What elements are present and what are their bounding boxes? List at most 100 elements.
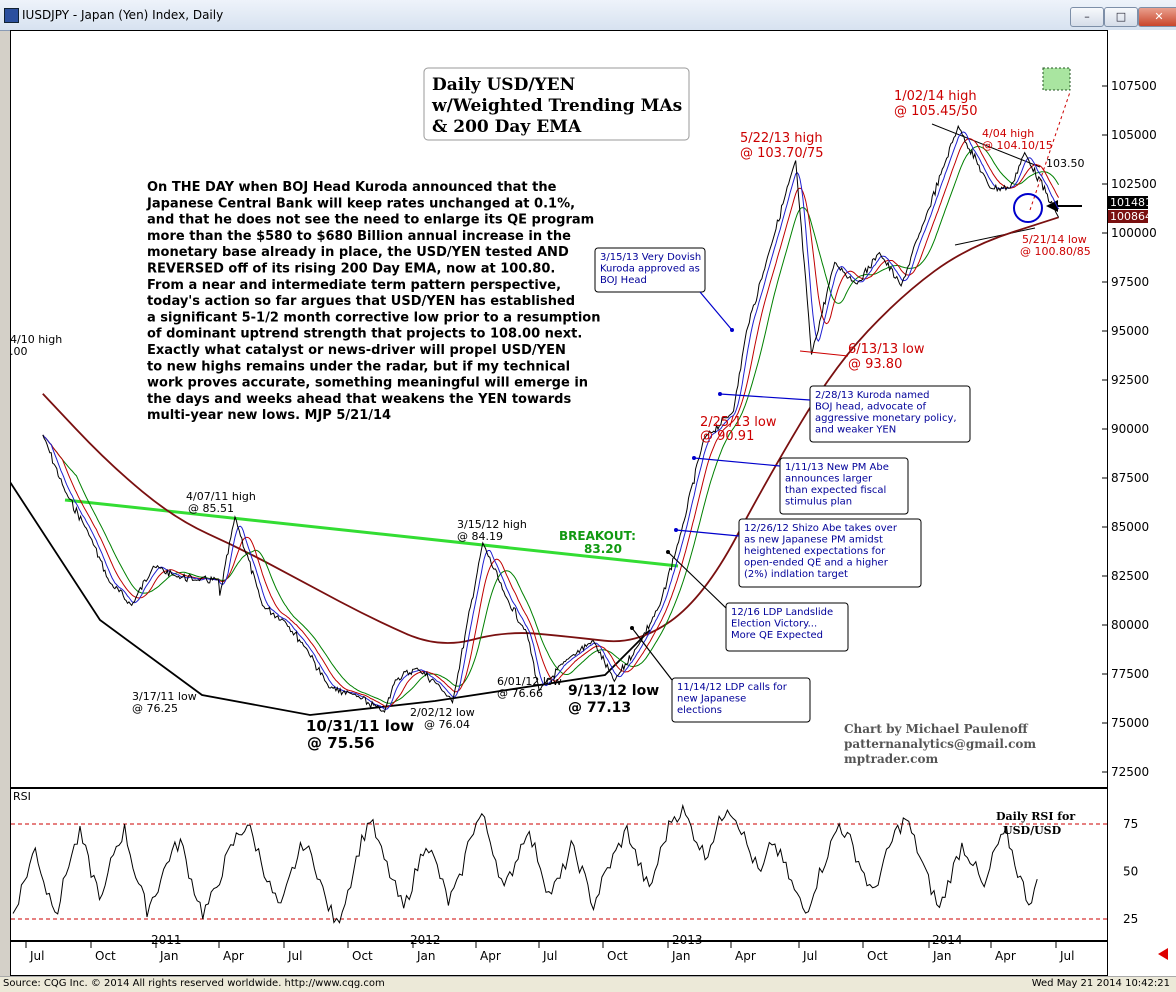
annot-left-high-value: .00	[10, 345, 28, 358]
status-datetime: Wed May 21 2014 10:42:21	[1031, 978, 1170, 989]
callout-line: stimulus plan	[785, 497, 852, 508]
title-line-1: Daily USD/YEN	[432, 75, 575, 95]
y-tick-label: 75000	[1111, 716, 1149, 730]
callout-box	[779, 457, 909, 515]
title-line-2: w/Weighted Trending MAs	[431, 96, 682, 116]
x-year-label: 2011	[151, 933, 182, 947]
rsi-panel-frame	[10, 788, 1108, 941]
x-month-label: Jul	[542, 949, 557, 963]
callout-line: BOJ head, advocate of	[815, 402, 927, 413]
callout-line: elections	[677, 705, 722, 716]
annot-feb13-low-value: @ 90.91	[700, 429, 754, 444]
price-tag-last	[1108, 196, 1148, 209]
price-line	[42, 124, 1060, 713]
annot-may14-low: 5/21/14 low	[1022, 233, 1087, 246]
annot-apr11-high: 4/07/11 high	[186, 490, 256, 503]
annot-mar12-high: 3/15/12 high	[457, 518, 527, 531]
close-button[interactable]: ✕	[1138, 7, 1176, 27]
annot-oct11-low-value: @ 75.56	[307, 734, 375, 752]
wedge-lower-line	[954, 227, 1036, 246]
callout-line: than expected fiscal	[785, 485, 886, 496]
x-month-label: Apr	[735, 949, 756, 963]
x-month-label: Jan	[159, 949, 179, 963]
annot-breakout: BREAKOUT:	[559, 529, 636, 543]
annot-mar11-low-value: @ 76.25	[132, 702, 178, 715]
callout-line: More QE Expected	[731, 630, 823, 641]
time-x-axis: Jul Oct Jan Apr Jul Oct Jan Apr Jul Oct Jan Apr Jul O…	[25, 933, 1074, 963]
annot-jan14-high-value: @ 105.45/50	[894, 104, 978, 119]
y-tick-label: 105000	[1111, 128, 1157, 142]
rsi-title-line-1: Daily RSI for	[996, 810, 1075, 823]
callout-box	[738, 518, 922, 588]
commentary-line: On THE DAY when BOJ Head Kuroda announce…	[147, 180, 557, 195]
y-tick-label: 95000	[1111, 324, 1149, 338]
commentary-line: monetary base already in place, the USD/…	[147, 245, 569, 260]
annot-left-high: 4/10 high	[10, 333, 62, 346]
commentary-line: Japanese Central Bank will keep rates un…	[146, 196, 575, 211]
callout-line: new Japanese	[677, 694, 746, 705]
commentary-line: multi-year new lows. MJP 5/21/14	[147, 408, 391, 423]
callout-line: (2%) indlation target	[744, 569, 848, 580]
callout-line: Kuroda approved as	[600, 264, 700, 275]
callout-pointer	[675, 529, 740, 537]
callout-pointer-tip	[630, 626, 634, 630]
commentary-line: the days and weeks ahead that weakens th…	[147, 392, 571, 407]
commentary-text: On THE DAY when BOJ Head Kuroda announce…	[146, 180, 600, 423]
minimize-button[interactable]: –	[1070, 7, 1104, 27]
x-month-label: Oct	[95, 949, 116, 963]
annot-feb13-low: 2/25/13 low	[700, 415, 777, 430]
callout-line: heightened expectations for	[744, 546, 886, 557]
commentary-line: and that he does not see the need to enl…	[147, 213, 594, 228]
time-axis-frame	[10, 941, 1108, 976]
callout-box	[725, 602, 849, 652]
annot-feb12-low-value: @ 76.04	[424, 718, 470, 731]
callout-line: 12/16 LDP Landslide	[731, 607, 833, 618]
x-month-label: Apr	[480, 949, 501, 963]
x-month-label: Oct	[607, 949, 628, 963]
callout-line: BOJ Head	[600, 275, 647, 286]
y-tick-label: 102500	[1111, 177, 1157, 191]
callout-pointer	[631, 627, 673, 681]
maximize-button[interactable]: □	[1104, 7, 1138, 27]
callout-line: 2/28/13 Kuroda named	[815, 390, 930, 401]
title-line-3: & 200 Day EMA	[432, 117, 582, 137]
commentary-line: work proves accurate, something meaningf…	[147, 376, 588, 391]
callout-box	[671, 677, 811, 723]
scroll-right-arrow[interactable]	[1158, 948, 1168, 960]
target-box	[1042, 67, 1071, 91]
annot-mar12-high-value: @ 84.19	[457, 530, 503, 543]
price-panel-frame	[10, 30, 1108, 788]
callout-line: aggressive monetary policy,	[815, 413, 957, 424]
x-month-label: Oct	[352, 949, 373, 963]
annot-sep12-low-value: @ 77.13	[568, 700, 631, 716]
callout-pointer	[699, 291, 733, 331]
y-tick-label: 97500	[1111, 275, 1149, 289]
y-tick-label: 85000	[1111, 520, 1149, 534]
annot-jun12-low: 6/01/12 low	[497, 675, 562, 688]
y-tick-label: 107500	[1111, 79, 1157, 93]
callout-line: 12/26/12 Shizo Abe takes over	[744, 523, 898, 534]
x-month-label: Jul	[1059, 949, 1074, 963]
annot-jun13-low: 6/13/13 low	[848, 342, 925, 357]
x-month-label: Jan	[932, 949, 952, 963]
annot-103-50: 103.50	[1046, 157, 1085, 170]
price-chart: 107500 105000 102500 100000 97500 95000 92500 9…	[9, 30, 1176, 976]
y-tick-label: 87500	[1111, 471, 1149, 485]
callout-line: 1/11/13 New PM Abe	[785, 462, 889, 473]
annot-apr11-high-value: @ 85.51	[188, 502, 234, 515]
rsi-line	[12, 803, 1038, 924]
status-source: Source: CQG Inc. © 2014 All rights reser…	[3, 978, 385, 989]
annot-jan14-high: 1/02/14 high	[894, 89, 977, 104]
x-year-label: 2012	[410, 933, 441, 947]
callout-line: Election Victory...	[731, 619, 817, 630]
callout-pointer	[719, 393, 811, 401]
lower-trendline	[9, 481, 651, 716]
callout-line: open-ended QE and a higher	[744, 558, 889, 569]
x-month-label: Apr	[223, 949, 244, 963]
rsi-title-line-2: USD/USD	[1003, 824, 1062, 837]
callout-line: announces larger	[785, 474, 873, 485]
callout-pointer-tip	[674, 528, 678, 532]
rsi-tick-label: 25	[1123, 912, 1138, 926]
callout-pointer-tip	[718, 392, 722, 396]
